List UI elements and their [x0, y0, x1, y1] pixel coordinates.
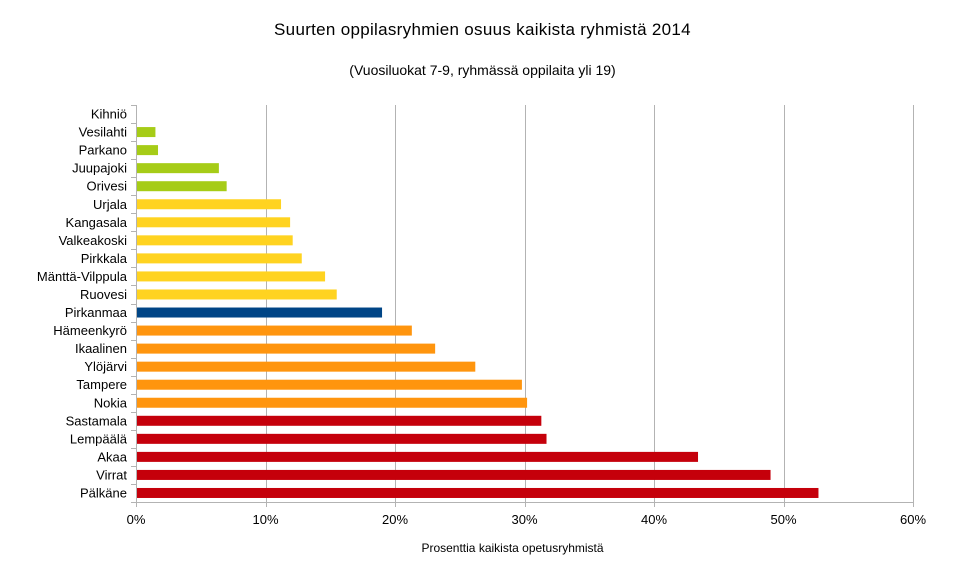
category-label: Pirkkala — [81, 251, 128, 266]
category-label: Tampere — [76, 377, 127, 392]
bar — [136, 235, 293, 246]
x-tick-label: 50% — [770, 512, 796, 527]
x-axis-label: Prosenttia kaikista opetusryhmistä — [421, 541, 604, 555]
category-label: Pirkanmaa — [65, 305, 128, 320]
bar — [136, 433, 547, 444]
category-label: Valkeakoski — [59, 233, 128, 248]
category-label: Kihniö — [91, 107, 127, 122]
category-labels: Kihniö Vesilahti Parkano Juupajoki Orivesi Ur… — [37, 107, 128, 501]
category-label: Akaa — [97, 449, 127, 464]
bar — [136, 181, 227, 192]
chart-title: Suurten oppilasryhmien osuus kaikista ry… — [274, 20, 691, 39]
category-label: Lempäälä — [70, 431, 128, 446]
x-tick-label: 20% — [382, 512, 408, 527]
category-label: Kangasala — [66, 215, 128, 230]
category-label: Pälkäne — [80, 485, 127, 500]
x-tick-label: 0% — [127, 512, 146, 527]
category-label: Parkano — [79, 143, 127, 158]
bar — [136, 127, 156, 138]
x-tick-label: 30% — [511, 512, 537, 527]
category-label: Orivesi — [87, 179, 128, 194]
chart-subtitle: (Vuosiluokat 7-9, ryhmässä oppilaita yli… — [349, 62, 616, 78]
bar — [136, 325, 412, 336]
category-label: Sastamala — [66, 413, 128, 428]
bar — [136, 451, 699, 462]
x-tick-label: 40% — [641, 512, 667, 527]
axes — [131, 105, 914, 507]
bar — [136, 163, 219, 174]
bar — [136, 289, 337, 300]
bar — [136, 379, 522, 390]
category-label: Nokia — [94, 395, 128, 410]
category-label: Juupajoki — [72, 161, 127, 176]
category-label: Vesilahti — [79, 125, 128, 140]
category-label: Urjala — [93, 197, 128, 212]
category-label: Mänttä-Vilppula — [37, 269, 128, 284]
bar — [136, 307, 383, 318]
bar — [136, 217, 291, 228]
category-label: Ikaalinen — [75, 341, 127, 356]
bar — [136, 361, 476, 372]
bar — [136, 397, 528, 408]
bar — [136, 199, 282, 210]
bar — [136, 145, 159, 156]
bar — [136, 343, 436, 354]
category-label: Ylöjärvi — [84, 359, 127, 374]
bar — [136, 253, 302, 264]
category-label: Hämeenkyrö — [53, 323, 127, 338]
bar — [136, 271, 326, 282]
bar — [136, 415, 542, 426]
gridlines — [266, 105, 914, 507]
category-label: Virrat — [96, 467, 127, 482]
bar — [136, 469, 771, 480]
x-tick-label: 10% — [252, 512, 278, 527]
category-label: Ruovesi — [80, 287, 127, 302]
bars — [136, 127, 819, 498]
x-tick-labels: 0% 10% 20% 30% 40% 50% 60% — [127, 512, 927, 527]
x-tick-label: 60% — [900, 512, 926, 527]
bar — [136, 487, 819, 498]
